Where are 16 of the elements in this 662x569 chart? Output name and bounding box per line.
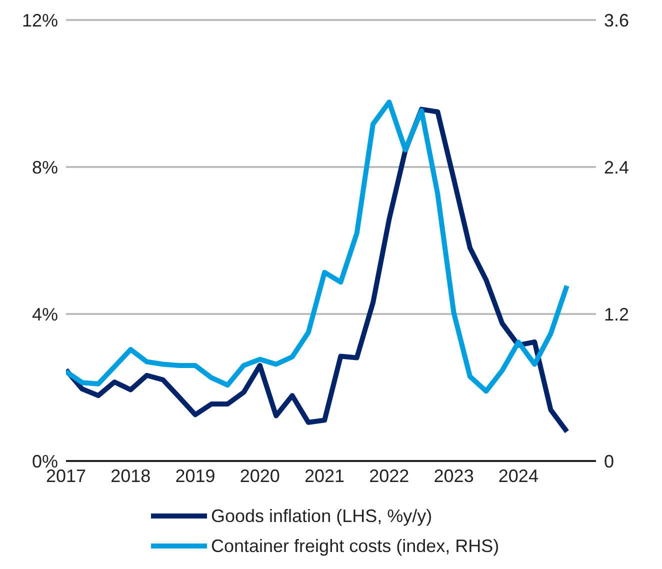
x-tick-label: 2024 bbox=[498, 466, 538, 486]
legend-label: Goods inflation (LHS, %y/y) bbox=[211, 506, 432, 526]
y2-tick-label: 1.2 bbox=[604, 304, 630, 324]
x-tick-label: 2021 bbox=[304, 466, 345, 486]
y2-tick-label: 0 bbox=[604, 451, 614, 472]
x-tick-label: 2022 bbox=[369, 466, 410, 486]
x-tick-label: 2018 bbox=[110, 466, 151, 486]
x-tick-label: 2019 bbox=[175, 466, 216, 486]
y-tick-label: 12% bbox=[22, 10, 58, 30]
x-tick-label: 2020 bbox=[240, 466, 280, 486]
y2-tick-label: 3.6 bbox=[604, 10, 630, 30]
y2-tick-label: 2.4 bbox=[604, 157, 630, 178]
y-tick-label: 8% bbox=[32, 157, 58, 178]
legend-label: Container freight costs (index, RHS) bbox=[211, 536, 500, 556]
y-tick-label: 4% bbox=[32, 304, 58, 324]
x-tick-label: 2023 bbox=[434, 466, 474, 486]
